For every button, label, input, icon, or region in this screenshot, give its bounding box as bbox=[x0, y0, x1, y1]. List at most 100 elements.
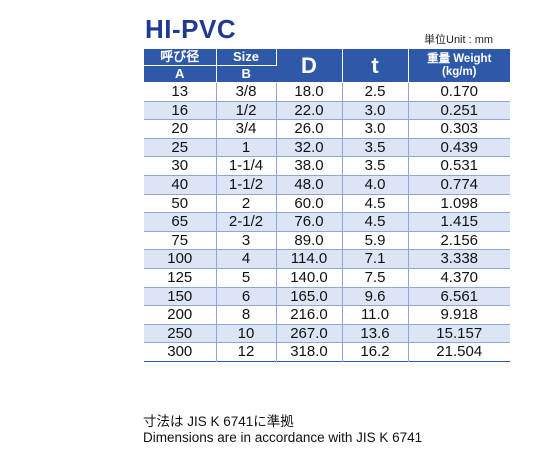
cell-t: 9.6 bbox=[342, 287, 409, 306]
cell-a: 20 bbox=[144, 119, 217, 139]
table-row: 100 4 114.0 7.1 3.338 bbox=[144, 249, 510, 269]
cell-a: 16 bbox=[144, 101, 217, 120]
table-body: 13 3/8 18.0 2.5 0.170 16 1/2 22.0 3.0 0.251 20 3/4 2… bbox=[144, 82, 510, 362]
cell-d: 18.0 bbox=[276, 82, 343, 102]
cell-weight: 3.338 bbox=[408, 249, 510, 269]
table-row: 75 3 89.0 5.9 2.156 bbox=[144, 231, 510, 250]
header-b: B bbox=[216, 65, 276, 83]
cell-weight: 1.415 bbox=[408, 212, 510, 232]
cell-b: 5 bbox=[216, 268, 277, 288]
cell-t: 4.0 bbox=[342, 175, 409, 195]
table-row: 50 2 60.0 4.5 1.098 bbox=[144, 194, 510, 213]
cell-d: 89.0 bbox=[276, 231, 343, 250]
cell-weight: 4.370 bbox=[408, 268, 510, 288]
cell-t: 3.5 bbox=[342, 156, 409, 176]
header-a: A bbox=[144, 65, 217, 83]
header-t: t bbox=[342, 49, 409, 83]
cell-t: 4.5 bbox=[342, 194, 409, 213]
header-weight-unit: (kg/m) bbox=[442, 65, 477, 78]
header-weight-label: 重量 Weight bbox=[427, 52, 492, 65]
cell-a: 13 bbox=[144, 82, 217, 102]
cell-weight: 9.918 bbox=[408, 305, 510, 325]
table-row: 13 3/8 18.0 2.5 0.170 bbox=[144, 82, 510, 102]
cell-b: 2-1/2 bbox=[216, 212, 277, 232]
cell-b: 12 bbox=[216, 342, 277, 362]
table-row: 250 10 267.0 13.6 15.157 bbox=[144, 324, 510, 343]
cell-b: 3 bbox=[216, 231, 277, 250]
cell-a: 150 bbox=[144, 287, 217, 306]
cell-weight: 0.439 bbox=[408, 138, 510, 157]
table-row: 65 2-1/2 76.0 4.5 1.415 bbox=[144, 212, 510, 232]
cell-b: 4 bbox=[216, 249, 277, 269]
cell-d: 114.0 bbox=[276, 249, 343, 269]
cell-t: 3.5 bbox=[342, 138, 409, 157]
cell-d: 267.0 bbox=[276, 324, 343, 343]
cell-a: 200 bbox=[144, 305, 217, 325]
cell-d: 76.0 bbox=[276, 212, 343, 232]
cell-t: 7.5 bbox=[342, 268, 409, 288]
table-row: 300 12 318.0 16.2 21.504 bbox=[144, 342, 510, 362]
note-en: Dimensions are in accordance with JIS K … bbox=[143, 430, 423, 445]
cell-t: 2.5 bbox=[342, 82, 409, 102]
page-title: HI-PVC bbox=[145, 14, 237, 44]
cell-weight: 0.303 bbox=[408, 119, 510, 139]
cell-a: 125 bbox=[144, 268, 217, 288]
cell-t: 16.2 bbox=[342, 342, 409, 362]
header-weight: 重量 Weight (kg/m) bbox=[408, 49, 510, 83]
spec-table: 呼び径 Size D t 重量 Weight (kg/m) A B 13 3/8 1… bbox=[144, 49, 510, 362]
cell-b: 3/8 bbox=[216, 82, 277, 102]
cell-d: 60.0 bbox=[276, 194, 343, 213]
table-row: 30 1-1/4 38.0 3.5 0.531 bbox=[144, 156, 510, 176]
cell-d: 216.0 bbox=[276, 305, 343, 325]
notes: 寸法は JIS K 6741に準拠 Dimensions are in acco… bbox=[143, 414, 422, 446]
table-header: 呼び径 Size D t 重量 Weight (kg/m) A B bbox=[144, 49, 510, 83]
cell-weight: 0.251 bbox=[408, 101, 510, 120]
cell-weight: 6.561 bbox=[408, 287, 510, 306]
cell-a: 50 bbox=[144, 194, 217, 213]
cell-t: 7.1 bbox=[342, 249, 409, 269]
cell-weight: 0.774 bbox=[408, 175, 510, 195]
table-row: 125 5 140.0 7.5 4.370 bbox=[144, 268, 510, 288]
table-row: 200 8 216.0 11.0 9.918 bbox=[144, 305, 510, 325]
cell-t: 5.9 bbox=[342, 231, 409, 250]
cell-b: 1-1/4 bbox=[216, 156, 277, 176]
cell-weight: 0.170 bbox=[408, 82, 510, 102]
cell-d: 48.0 bbox=[276, 175, 343, 195]
cell-weight: 1.098 bbox=[408, 194, 510, 213]
cell-b: 1-1/2 bbox=[216, 175, 277, 195]
cell-b: 1 bbox=[216, 138, 277, 157]
cell-weight: 2.156 bbox=[408, 231, 510, 250]
table-row: 16 1/2 22.0 3.0 0.251 bbox=[144, 101, 510, 120]
header-a-jp: 呼び径 bbox=[144, 49, 217, 66]
cell-b: 1/2 bbox=[216, 101, 277, 120]
table-row: 25 1 32.0 3.5 0.439 bbox=[144, 138, 510, 157]
cell-weight: 15.157 bbox=[408, 324, 510, 343]
table-row: 150 6 165.0 9.6 6.561 bbox=[144, 287, 510, 306]
cell-d: 22.0 bbox=[276, 101, 343, 120]
cell-weight: 21.504 bbox=[408, 342, 510, 362]
cell-d: 165.0 bbox=[276, 287, 343, 306]
cell-a: 30 bbox=[144, 156, 217, 176]
cell-t: 11.0 bbox=[342, 305, 409, 325]
cell-b: 10 bbox=[216, 324, 277, 343]
cell-a: 300 bbox=[144, 342, 217, 362]
cell-t: 13.6 bbox=[342, 324, 409, 343]
cell-b: 2 bbox=[216, 194, 277, 213]
cell-a: 65 bbox=[144, 212, 217, 232]
cell-b: 3/4 bbox=[216, 119, 277, 139]
cell-d: 318.0 bbox=[276, 342, 343, 362]
cell-t: 3.0 bbox=[342, 119, 409, 139]
cell-d: 38.0 bbox=[276, 156, 343, 176]
cell-t: 3.0 bbox=[342, 101, 409, 120]
cell-t: 4.5 bbox=[342, 212, 409, 232]
cell-a: 75 bbox=[144, 231, 217, 250]
table-row: 40 1-1/2 48.0 4.0 0.774 bbox=[144, 175, 510, 195]
cell-weight: 0.531 bbox=[408, 156, 510, 176]
cell-a: 250 bbox=[144, 324, 217, 343]
cell-a: 25 bbox=[144, 138, 217, 157]
cell-b: 8 bbox=[216, 305, 277, 325]
header-size: Size bbox=[216, 49, 277, 66]
unit-note: 単位Unit : mm bbox=[424, 34, 494, 46]
table-row: 20 3/4 26.0 3.0 0.303 bbox=[144, 119, 510, 139]
cell-a: 100 bbox=[144, 249, 217, 269]
